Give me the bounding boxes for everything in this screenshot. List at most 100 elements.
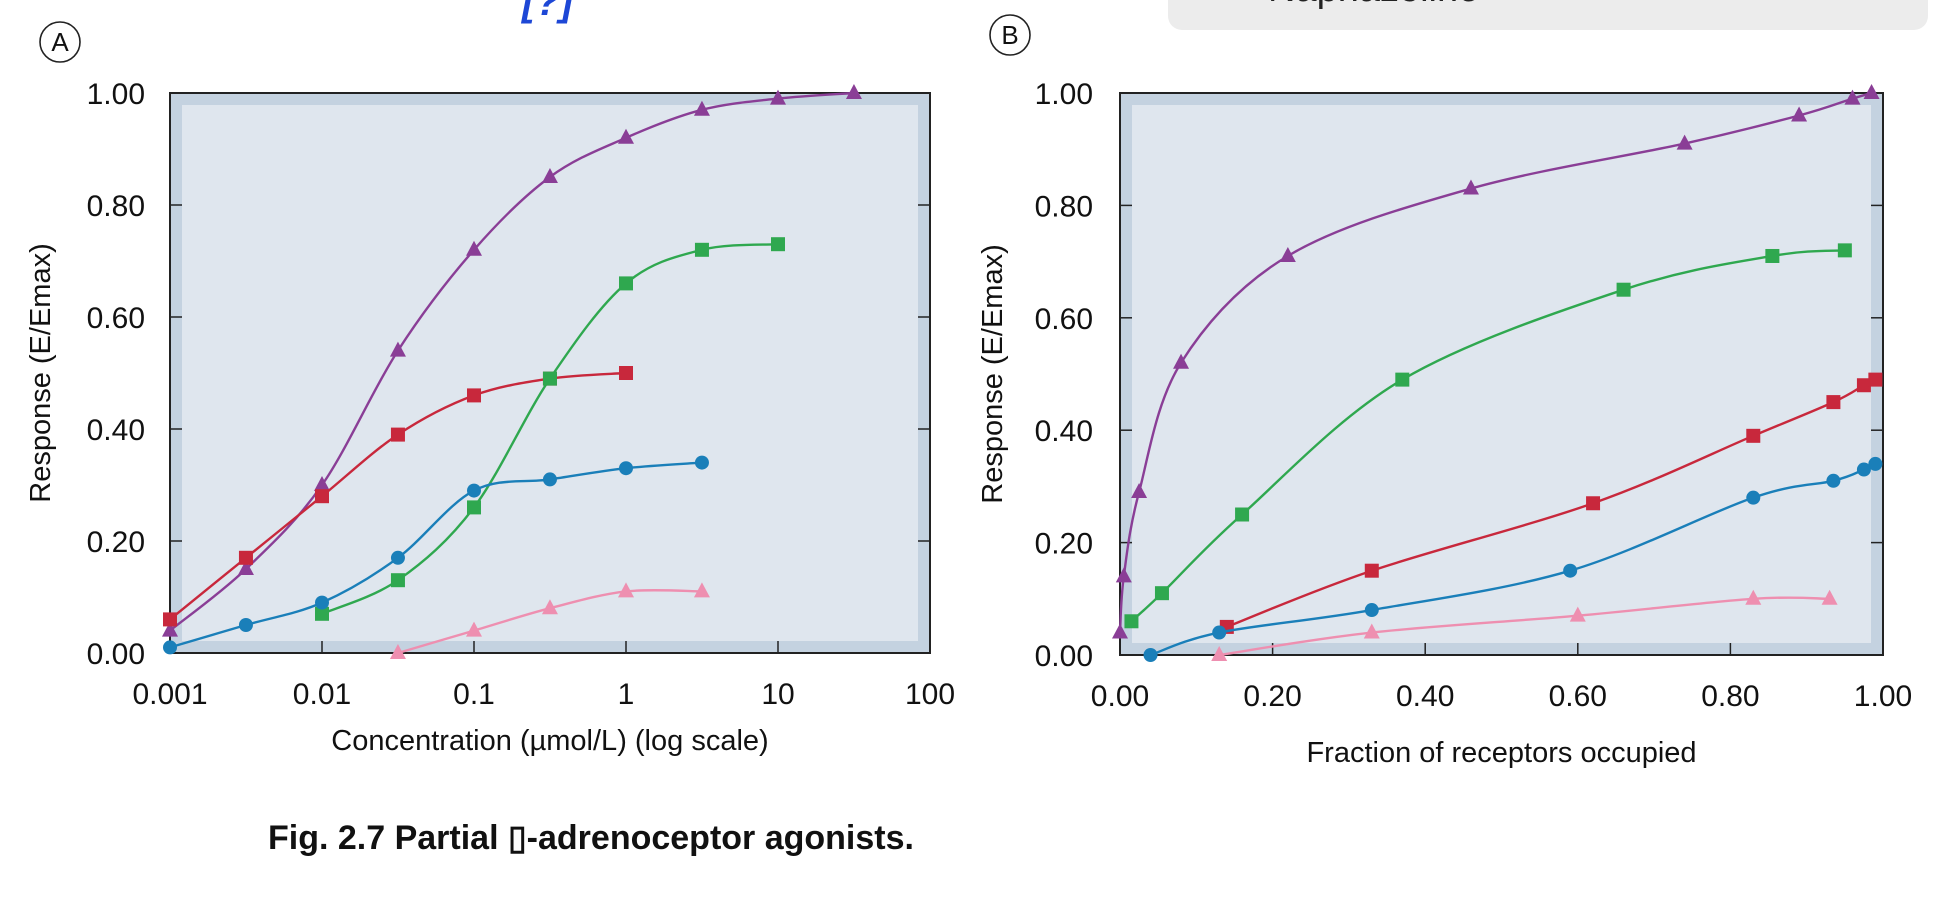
data-point — [1765, 248, 1780, 263]
data-point — [771, 237, 785, 252]
data-point — [542, 472, 557, 487]
x-axis-label: Concentration (µmol/L) (log scale) — [331, 725, 768, 757]
title-fragment: [?] — [522, 0, 574, 24]
legend-box: Naphazoline — [1168, 0, 1928, 30]
series-3 — [1143, 456, 1883, 662]
y-tick-label: 0.80 — [1035, 190, 1093, 223]
x-tick-label: 0.40 — [1396, 680, 1454, 713]
data-point — [1821, 589, 1838, 605]
data-point — [315, 489, 329, 504]
x-tick-label: 10 — [761, 678, 794, 711]
data-point — [1616, 282, 1631, 297]
x-tick-label: 0.80 — [1701, 680, 1759, 713]
panel-label-circle — [989, 14, 1031, 56]
series-4 — [1211, 589, 1838, 661]
series-2 — [315, 237, 785, 621]
data-point — [693, 100, 710, 116]
data-point — [1569, 606, 1586, 622]
data-point — [1124, 614, 1139, 629]
data-point — [390, 573, 405, 588]
x-tick-label: 0.01 — [293, 678, 351, 711]
y-tick-label: 0.20 — [1035, 528, 1093, 561]
chart-panel-b: B 0.00 0.20 0.40 0.60 0.80 1.00 0.00 0.20 0.40 0.6… — [977, 14, 1912, 769]
x-axis-label: Fraction of receptors occupied — [1306, 737, 1696, 769]
chart-panel-a: A 0.00 0.20 0.40 0.60 0.80 1.00 0.001 0.01 0.1 1 10… — [25, 21, 955, 757]
y-tick-label: 0.60 — [87, 302, 145, 335]
y-axis-label: Response (E/Emax) — [977, 244, 1009, 504]
plot-outline — [169, 92, 931, 654]
data-point — [1676, 134, 1693, 150]
x-tick-label: 100 — [905, 678, 955, 711]
data-point — [541, 168, 558, 183]
data-point — [1826, 473, 1841, 488]
x-tick-label: 0.00 — [1091, 680, 1149, 713]
data-point — [1837, 243, 1852, 258]
series-line — [1150, 462, 1876, 657]
data-point — [1235, 507, 1250, 522]
panel-label: A — [51, 27, 69, 57]
y-tick-label: 0.40 — [1035, 415, 1093, 448]
x-tick-label: 0.60 — [1549, 680, 1607, 713]
series-2 — [1219, 372, 1883, 634]
data-point — [1826, 395, 1841, 410]
series-4 — [389, 582, 710, 659]
y-tick-label: 0.00 — [1035, 640, 1093, 673]
data-point — [1863, 84, 1880, 99]
figure-caption: Fig. 2.7 Partial ▯-adrenoceptor agonists… — [268, 819, 914, 857]
data-point — [694, 455, 709, 470]
series-3 — [163, 455, 709, 655]
plot-area — [1132, 105, 1871, 643]
data-point — [618, 582, 634, 598]
data-point — [1279, 246, 1296, 262]
series-1 — [1124, 243, 1852, 629]
data-point — [1212, 625, 1227, 640]
data-point — [467, 388, 481, 403]
data-point — [467, 500, 481, 515]
data-point — [1131, 483, 1148, 499]
data-point — [238, 550, 253, 565]
data-point — [390, 427, 405, 442]
y-tick-label: 0.00 — [87, 638, 145, 671]
y-tick-label: 0.20 — [87, 526, 145, 559]
data-point — [1115, 567, 1132, 583]
data-point — [314, 476, 330, 491]
data-point — [541, 599, 558, 615]
data-point — [1746, 490, 1761, 505]
data-point — [1745, 589, 1762, 605]
y-tick-label: 1.00 — [87, 78, 145, 111]
x-tick-label: 0.1 — [453, 678, 495, 711]
series-line — [1130, 249, 1845, 623]
y-tick-label: 0.60 — [1035, 303, 1093, 336]
legend-label: Naphazoline — [1268, 0, 1479, 11]
data-point — [770, 89, 786, 105]
data-point — [1112, 623, 1128, 639]
data-point — [1791, 106, 1808, 122]
data-point — [389, 341, 406, 357]
series-0 — [162, 84, 862, 637]
data-point — [1563, 563, 1578, 578]
data-point — [1586, 496, 1601, 511]
x-tick-label: 0.20 — [1243, 680, 1301, 713]
data-point — [315, 606, 329, 621]
data-point — [389, 644, 406, 659]
data-point — [1462, 179, 1479, 195]
data-point — [1856, 462, 1871, 477]
data-point — [390, 550, 405, 565]
data-point — [1364, 603, 1379, 618]
data-point — [466, 240, 482, 256]
data-point — [162, 621, 178, 637]
data-point — [1363, 623, 1380, 639]
y-tick-label: 0.80 — [87, 190, 145, 223]
panel-label: B — [1001, 20, 1018, 50]
y-tick-label: 0.40 — [87, 414, 145, 447]
data-point — [467, 483, 481, 498]
x-tick-label: 1 — [618, 678, 635, 711]
data-point — [1143, 648, 1158, 662]
plot-outline — [1119, 92, 1884, 656]
data-point — [619, 276, 633, 291]
data-point — [237, 560, 254, 575]
series-0 — [1112, 84, 1880, 639]
panel-label-circle — [39, 21, 81, 63]
data-point — [1211, 646, 1228, 661]
